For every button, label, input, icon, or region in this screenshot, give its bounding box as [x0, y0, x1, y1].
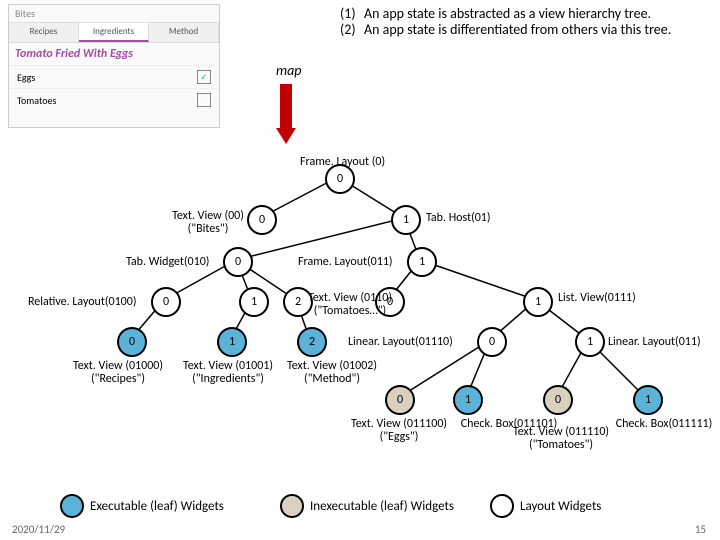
tree-node: 1: [407, 247, 437, 277]
tree-node: 0: [223, 247, 253, 277]
statement-row: (1) An app state is abstracted as a view…: [340, 6, 695, 22]
tree-node: 0: [151, 287, 181, 317]
tree-node-label: Text. View (0110) ("Tomatoes…"): [305, 292, 395, 318]
tree-node: 1: [523, 287, 553, 317]
statement-num: (1): [340, 6, 364, 22]
tree-node-label: Linear. Layout(01110): [348, 336, 453, 349]
tree-node-label: Text. View (011110) ("Tomatoes"): [496, 426, 626, 452]
statements: (1) An app state is abstracted as a view…: [340, 6, 695, 38]
tab-ingredients: Ingredients: [79, 23, 149, 42]
ingredient-row: Tomatoes: [9, 88, 219, 111]
tree-node-label: Text. View (011100) ("Eggs"): [334, 418, 464, 444]
legend-swatch-layout: [490, 494, 514, 518]
tree-node: 1: [391, 205, 421, 235]
tree-node: 0: [477, 327, 507, 357]
statement-text: An app state is abstracted as a view hie…: [364, 6, 651, 22]
ingredient-label: Tomatoes: [17, 94, 56, 107]
tree-node-label: Tab. Widget(010): [126, 256, 209, 269]
footer-page: 15: [695, 523, 706, 536]
tree-node-label: Frame. Layout(011): [298, 256, 393, 269]
statement-row: (2) An app state is differentiated from …: [340, 22, 695, 38]
tree-node-label: Relative. Layout(0100): [28, 296, 137, 309]
checkbox-icon: [197, 93, 211, 107]
legend-swatch-inexe: [280, 494, 304, 518]
tree-node: 0: [117, 327, 147, 357]
checkbox-icon: ✓: [197, 70, 211, 84]
dish-name: Tomato Fried With Eggs: [9, 43, 219, 65]
ingredient-label: Eggs: [17, 71, 35, 84]
app-title: Bites: [9, 5, 219, 23]
tree-node: 1: [575, 327, 605, 357]
tree-node: 1: [453, 385, 483, 415]
statement-num: (2): [340, 22, 364, 38]
tree-node-label: Text. View (01002) ("Method"): [272, 360, 392, 386]
tree-node: 0: [543, 385, 573, 415]
tree-node-label: Linear. Layout(011): [608, 336, 701, 349]
tree-node: 1: [217, 327, 247, 357]
tree-node-label: Text. View (01000) ("Recipes"): [58, 360, 178, 386]
tree-node: 1: [633, 385, 663, 415]
app-tabs: Recipes Ingredients Method: [9, 23, 219, 43]
tab-recipes: Recipes: [9, 23, 79, 42]
legend-label: Executable (leaf) Widgets: [90, 499, 224, 514]
legend-label: Inexecutable (leaf) Widgets: [310, 499, 454, 514]
legend-inexe: Inexecutable (leaf) Widgets: [280, 494, 454, 518]
tree-node-label: List. View(0111): [558, 292, 636, 305]
tree-node-label: Tab. Host(01): [426, 212, 491, 225]
legend-exec: Executable (leaf) Widgets: [60, 494, 224, 518]
legend-swatch-exec: [60, 494, 84, 518]
tab-method: Method: [149, 23, 219, 42]
legend-label: Layout Widgets: [520, 499, 601, 514]
footer-date: 2020/11/29: [12, 523, 65, 536]
map-arrow-shaft: [280, 84, 292, 130]
app-screenshot: Bites Recipes Ingredients Method Tomato …: [8, 4, 220, 128]
legend-layout: Layout Widgets: [490, 494, 601, 518]
tree-node-label: Text. View (00) ("Bites"): [160, 210, 256, 236]
map-arrow-head: [276, 128, 296, 144]
tree-node: 2: [297, 327, 327, 357]
tree-node-label: Text. View (01001) ("Ingredients"): [168, 360, 288, 386]
ingredient-row: Eggs ✓: [9, 65, 219, 88]
tree-node-label: Frame. Layout (0): [300, 156, 385, 169]
map-label: map: [276, 62, 301, 79]
tree-node: 0: [385, 385, 415, 415]
tree-node: 1: [239, 287, 269, 317]
statement-text: An app state is differentiated from othe…: [364, 22, 671, 38]
tree-node-label: Check. Box(011111): [614, 418, 714, 431]
